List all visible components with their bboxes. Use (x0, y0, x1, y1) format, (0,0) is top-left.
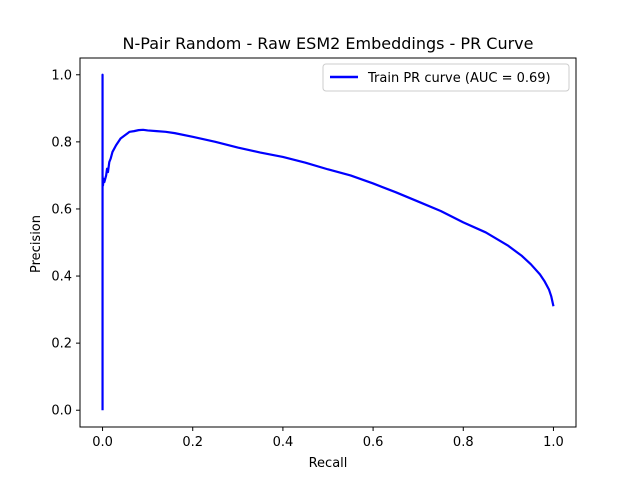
x-axis-label: Recall (309, 456, 348, 471)
x-tick-label: 0.0 (92, 435, 113, 450)
legend-entry-train-pr-curve: Train PR curve (AUC = 0.69) (367, 71, 551, 86)
x-tick-label: 1.0 (543, 435, 564, 450)
y-tick-label: 0.2 (51, 337, 72, 352)
y-tick-label: 0.8 (51, 135, 72, 150)
legend-box (322, 63, 570, 92)
x-tick-label: 0.8 (453, 435, 474, 450)
y-axis-label: Precision (29, 215, 44, 273)
x-tick-label: 0.2 (182, 435, 203, 450)
y-tick-label: 0.6 (51, 202, 72, 217)
x-tick-label: 0.6 (363, 435, 384, 450)
legend: Train PR curve (AUC = 0.69) (322, 63, 570, 92)
series-layer (101, 73, 555, 411)
x-tick-label: 0.4 (273, 435, 294, 450)
series-line-0 (101, 73, 555, 411)
axes-frame (79, 57, 577, 428)
chart-title: N-Pair Random - Raw ESM2 Embeddings - PR… (123, 34, 534, 53)
y-tick-label: 1.0 (51, 68, 72, 83)
y-tick-label: 0.4 (51, 270, 72, 285)
y-tick-label: 0.0 (51, 404, 72, 419)
axis-ticks: 0.0 0.2 0.4 0.6 0.8 1.0 0.0 0.2 0.4 0.6 0.8 1.0 (51, 68, 563, 450)
